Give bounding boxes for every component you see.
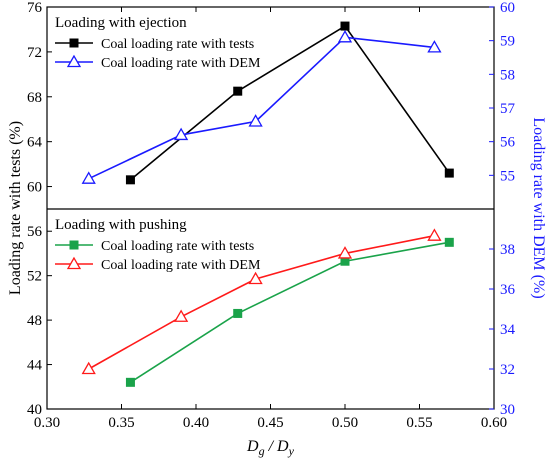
data-point-ejection-1	[337, 29, 353, 43]
data-point-ejection-1	[427, 40, 442, 53]
y-left-tick-label: 76	[27, 0, 43, 16]
data-point-ejection-1	[81, 171, 96, 184]
y-right-tick-label: 59	[500, 34, 515, 50]
y-left-axis-title: Loading rate with tests (%)	[7, 121, 24, 295]
data-point-ejection-0	[340, 21, 350, 31]
data-point-ejection-0	[233, 86, 243, 96]
series-line-pushing-0	[130, 241, 450, 384]
y-left-tick-label: 40	[27, 402, 42, 418]
x-tick-label: 0.60	[481, 415, 507, 431]
x-tick-label: 0.40	[183, 415, 209, 431]
x-tick-label: 0.35	[108, 415, 134, 431]
data-point-pushing-1	[427, 228, 442, 241]
y-left-tick-label: 48	[27, 313, 42, 329]
legend-label-ejection-0: Coal loading rate with tests	[101, 37, 254, 52]
y-left-tick-label: 64	[27, 135, 43, 151]
legend-title-pushing: Loading with pushing	[55, 217, 187, 233]
data-point-pushing-1	[248, 271, 263, 285]
legend-marker-pushing-0	[69, 240, 79, 250]
legend-label-pushing-0: Coal loading rate with tests	[101, 239, 254, 254]
y-right-tick-label: 55	[500, 168, 515, 184]
x-tick-label: 0.45	[257, 415, 283, 431]
data-point-pushing-0	[125, 377, 135, 387]
y-left-tick-label: 56	[27, 224, 43, 240]
data-point-ejection-1	[248, 114, 263, 127]
data-point-ejection-0	[125, 175, 135, 185]
y-right-tick-label: 38	[500, 242, 515, 258]
x-tick-label: 0.50	[332, 415, 358, 431]
y-right-tick-label: 32	[500, 362, 515, 378]
x-axis-title: Dg / Dy	[246, 438, 295, 458]
legend-marker-ejection-1	[66, 54, 82, 68]
data-point-pushing-0	[233, 308, 243, 318]
legend-marker-ejection-0	[69, 38, 79, 48]
data-point-pushing-1	[81, 361, 96, 375]
data-point-pushing-0	[444, 237, 454, 247]
legend-title-ejection: Loading with ejection	[55, 15, 187, 31]
legend-marker-pushing-1	[66, 256, 82, 270]
y-left-tick-label: 72	[27, 45, 42, 61]
data-point-ejection-0	[444, 168, 454, 178]
data-point-pushing-1	[173, 309, 189, 322]
y-left-tick-label: 60	[27, 180, 42, 196]
y-right-tick-label: 56	[500, 135, 516, 151]
legend-label-ejection-1: Coal loading rate with DEM	[101, 56, 261, 71]
y-left-tick-label: 52	[27, 269, 42, 285]
x-tick-label: 0.55	[406, 415, 432, 431]
y-left-tick-label: 44	[27, 358, 43, 374]
y-right-tick-label: 36	[500, 282, 516, 298]
y-right-tick-label: 30	[500, 402, 515, 418]
x-tick-label: 0.30	[34, 415, 60, 431]
y-right-tick-label: 58	[500, 67, 515, 83]
y-right-tick-label: 57	[500, 101, 516, 117]
y-right-tick-label: 60	[500, 0, 515, 16]
y-right-tick-label: 34	[500, 322, 516, 338]
legend-label-pushing-1: Coal loading rate with DEM	[101, 258, 261, 273]
data-point-ejection-1	[173, 127, 189, 141]
y-left-tick-label: 68	[27, 90, 42, 106]
y-right-axis-title: Loading rate with DEM (%)	[530, 117, 547, 298]
data-point-pushing-1	[337, 246, 353, 259]
